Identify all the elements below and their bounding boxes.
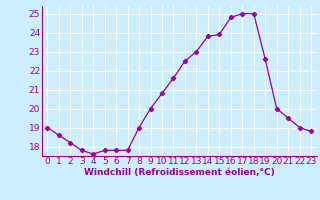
X-axis label: Windchill (Refroidissement éolien,°C): Windchill (Refroidissement éolien,°C) [84,168,275,177]
